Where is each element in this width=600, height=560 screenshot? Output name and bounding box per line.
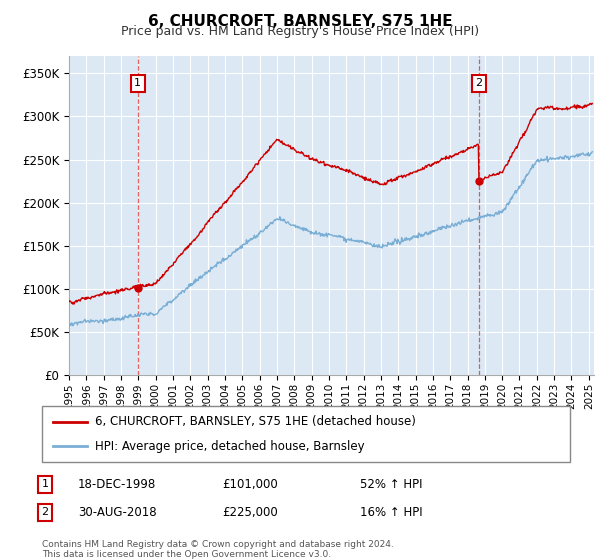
Text: This data is licensed under the Open Government Licence v3.0.: This data is licensed under the Open Gov… [42,550,331,559]
Text: 6, CHURCROFT, BARNSLEY, S75 1HE: 6, CHURCROFT, BARNSLEY, S75 1HE [148,14,452,29]
FancyBboxPatch shape [42,406,570,462]
Text: 2: 2 [475,78,482,88]
Text: 30-AUG-2018: 30-AUG-2018 [78,506,157,519]
Text: Price paid vs. HM Land Registry's House Price Index (HPI): Price paid vs. HM Land Registry's House … [121,25,479,38]
Text: 1: 1 [134,78,141,88]
Text: 52% ↑ HPI: 52% ↑ HPI [360,478,422,491]
Text: 1: 1 [41,479,49,489]
Text: HPI: Average price, detached house, Barnsley: HPI: Average price, detached house, Barn… [95,440,364,453]
Text: 18-DEC-1998: 18-DEC-1998 [78,478,156,491]
Text: Contains HM Land Registry data © Crown copyright and database right 2024.: Contains HM Land Registry data © Crown c… [42,540,394,549]
Text: £101,000: £101,000 [222,478,278,491]
Text: 6, CHURCROFT, BARNSLEY, S75 1HE (detached house): 6, CHURCROFT, BARNSLEY, S75 1HE (detache… [95,415,416,428]
Text: 2: 2 [41,507,49,517]
Text: £225,000: £225,000 [222,506,278,519]
Text: 16% ↑ HPI: 16% ↑ HPI [360,506,422,519]
